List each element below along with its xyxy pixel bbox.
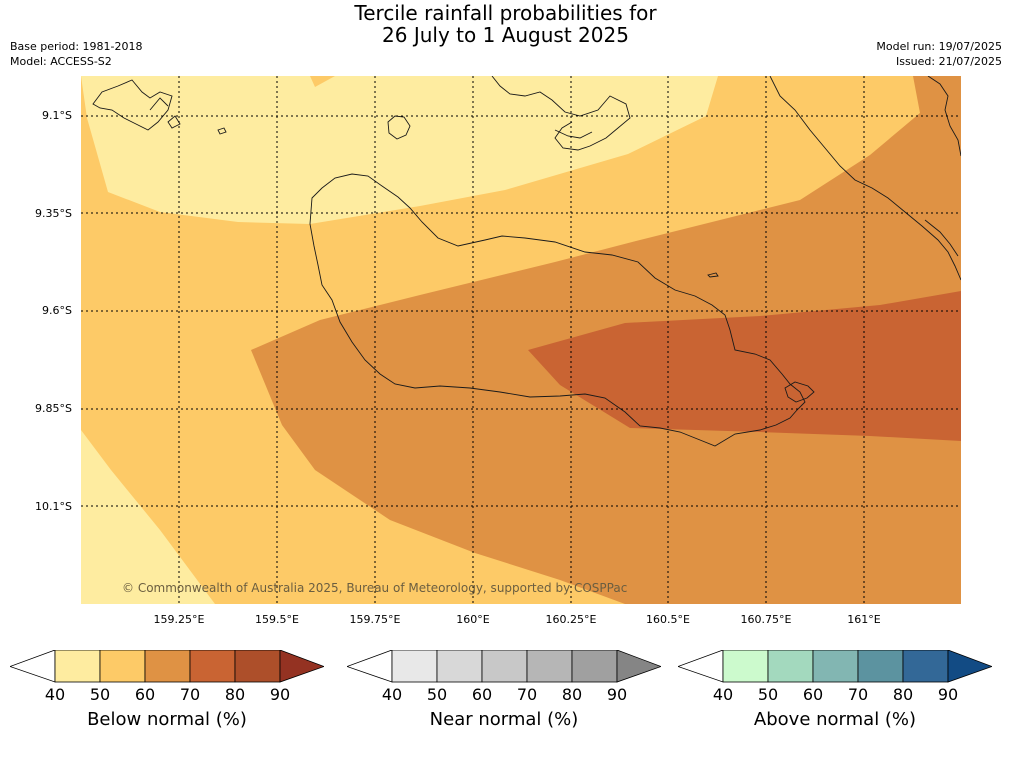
cbar-near-tick-90: 90 [606, 685, 628, 704]
copyright-notice: © Commonwealth of Australia 2025, Bureau… [122, 581, 628, 595]
cbar-below-tick-50: 50 [89, 685, 111, 704]
colorbar-near-50-60 [436, 650, 483, 683]
graticule [81, 76, 961, 604]
shade-below-40-50-north [81, 76, 718, 224]
colorbar-below-40-50 [54, 650, 101, 683]
colorbar-below-min-arrow [10, 650, 56, 683]
cbar-near-tick-70: 70 [516, 685, 538, 704]
lon-label-160-5: 160.5°E [646, 613, 690, 626]
colorbar-near-70-80 [526, 650, 573, 683]
colorbar-above-min-arrow [678, 650, 724, 683]
colorbar-below-80-90 [234, 650, 281, 683]
model-run-text: Model run: 19/07/2025 [876, 40, 1002, 53]
cbar-below-tick-60: 60 [134, 685, 156, 704]
colorbar-above-60-70 [812, 650, 859, 683]
colorbar-above-80-90 [902, 650, 949, 683]
colorbar-near-80-90 [571, 650, 618, 683]
lon-label-160: 160°E [456, 613, 490, 626]
colorbar-title-below: Below normal (%) [87, 709, 247, 730]
colorbar-below-70-80 [189, 650, 236, 683]
cbar-above-tick-70: 70 [847, 685, 869, 704]
model-text: Model: ACCESS-S2 [10, 55, 112, 68]
cbar-above-tick-40: 40 [712, 685, 734, 704]
issued-text: Issued: 21/07/2025 [895, 55, 1002, 68]
cbar-below-tick-40: 40 [44, 685, 66, 704]
cbar-above-tick-80: 80 [892, 685, 914, 704]
colorbar-below-50-60 [99, 650, 146, 683]
colorbar-below-normal [10, 650, 324, 683]
cbar-near-tick-40: 40 [381, 685, 403, 704]
lat-label-9-1: 9.1°S [42, 109, 72, 122]
colorbar-below-max-arrow [279, 650, 324, 683]
lat-label-10-1: 10.1°S [35, 500, 72, 513]
colorbar-above-50-60 [767, 650, 814, 683]
cbar-above-tick-60: 60 [802, 685, 824, 704]
base-period-text: Base period: 1981-2018 [10, 40, 143, 53]
lon-label-161: 161°E [847, 613, 881, 626]
lat-label-9-6: 9.6°S [42, 304, 72, 317]
shade-below-70-80 [528, 291, 961, 441]
cbar-near-tick-60: 60 [471, 685, 493, 704]
colorbar-near-60-70 [481, 650, 528, 683]
colorbar-above-40-50 [722, 650, 769, 683]
colorbar-near-min-arrow [347, 650, 393, 683]
probability-map [81, 76, 961, 604]
colorbar-near-40-50 [391, 650, 438, 683]
colorbar-below-60-70 [144, 650, 191, 683]
cbar-above-tick-50: 50 [757, 685, 779, 704]
lon-label-159-5: 159.5°E [255, 613, 299, 626]
colorbar-title-above: Above normal (%) [753, 709, 917, 730]
coastlines [92, 76, 961, 447]
colorbar-above-70-80 [857, 650, 904, 683]
cbar-above-tick-90: 90 [937, 685, 959, 704]
cbar-below-tick-80: 80 [224, 685, 246, 704]
shade-below-40-50-southwest [81, 430, 215, 604]
colorbar-above-max-arrow [947, 650, 992, 683]
lon-label-160-75: 160.75°E [740, 613, 792, 626]
colorbar-near-normal [347, 650, 661, 683]
colorbar-title-near: Near normal (%) [429, 709, 579, 730]
cbar-below-tick-90: 90 [269, 685, 291, 704]
map-title-line-1: Tercile rainfall probabilities for [354, 1, 657, 25]
lon-label-159-75: 159.75°E [349, 613, 401, 626]
cbar-near-tick-80: 80 [561, 685, 583, 704]
lon-label-159-25: 159.25°E [153, 613, 205, 626]
cbar-near-tick-50: 50 [426, 685, 448, 704]
colorbar-near-max-arrow [616, 650, 661, 683]
map-title-line-2: 26 July to 1 August 2025 [382, 23, 629, 47]
colorbar-above-normal [678, 650, 992, 683]
cbar-below-tick-70: 70 [179, 685, 201, 704]
lat-label-9-35: 9.35°S [35, 207, 72, 220]
lon-label-160-25: 160.25°E [545, 613, 597, 626]
lat-label-9-85: 9.85°S [35, 402, 72, 415]
